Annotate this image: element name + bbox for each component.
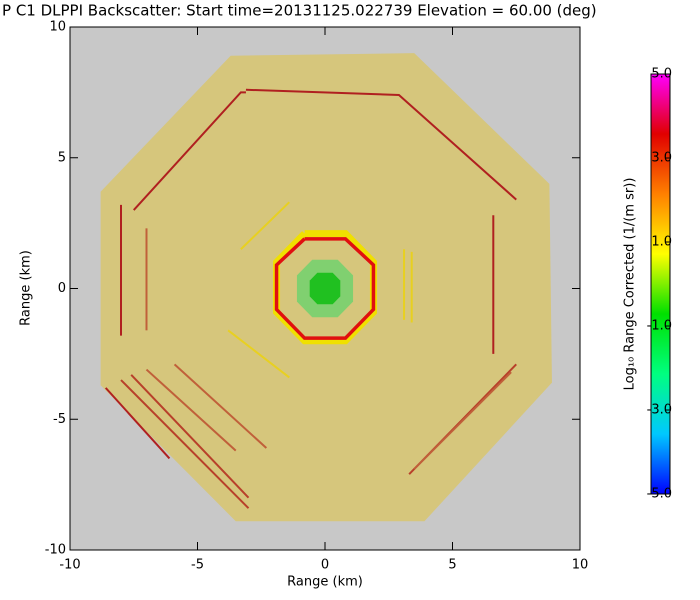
y-tick-label: 5: [58, 150, 66, 165]
echo-line: [120, 379, 250, 509]
x-tick-label: -10: [59, 558, 80, 573]
x-axis-label: Range (km): [287, 575, 363, 590]
y-tick-label: -10: [45, 543, 66, 558]
colorbar-tick-label: 5.0: [651, 67, 672, 82]
y-tick-label: -5: [53, 412, 66, 427]
colorbar-tick-label: -3.0: [647, 403, 672, 418]
echo-line: [274, 237, 376, 340]
colorbar-tick-label: 3.0: [651, 151, 672, 166]
echo-line: [173, 363, 268, 449]
y-axis-label: Range (km): [19, 250, 34, 326]
colorbar-label: Log₁₀ Range Corrected (1/(m sr)): [623, 178, 638, 391]
y-tick-label: 10: [49, 20, 66, 35]
y-tick-label: 0: [58, 281, 66, 296]
colorbar-tick-label: -1.0: [647, 319, 672, 334]
echo-line: [104, 387, 171, 460]
echo-line: [245, 88, 517, 201]
echo-line: [413, 371, 512, 470]
echo-line: [133, 91, 246, 211]
echo-line: [227, 329, 290, 379]
x-tick-label: 0: [321, 558, 329, 573]
colorbar-tick-label: -5.0: [647, 487, 672, 502]
colorbar: [650, 73, 671, 495]
colorbar-tick-label: 1.0: [651, 235, 672, 250]
scan-area: [309, 272, 341, 305]
x-tick-label: -5: [191, 558, 204, 573]
echo-line: [145, 368, 237, 452]
echo-line: [130, 374, 250, 499]
x-tick-label: 5: [448, 558, 456, 573]
echo-line: [240, 201, 290, 250]
chart-title: P C1 DLPPI Backscatter: Start time=20131…: [2, 2, 597, 20]
x-tick-label: 10: [572, 558, 589, 573]
